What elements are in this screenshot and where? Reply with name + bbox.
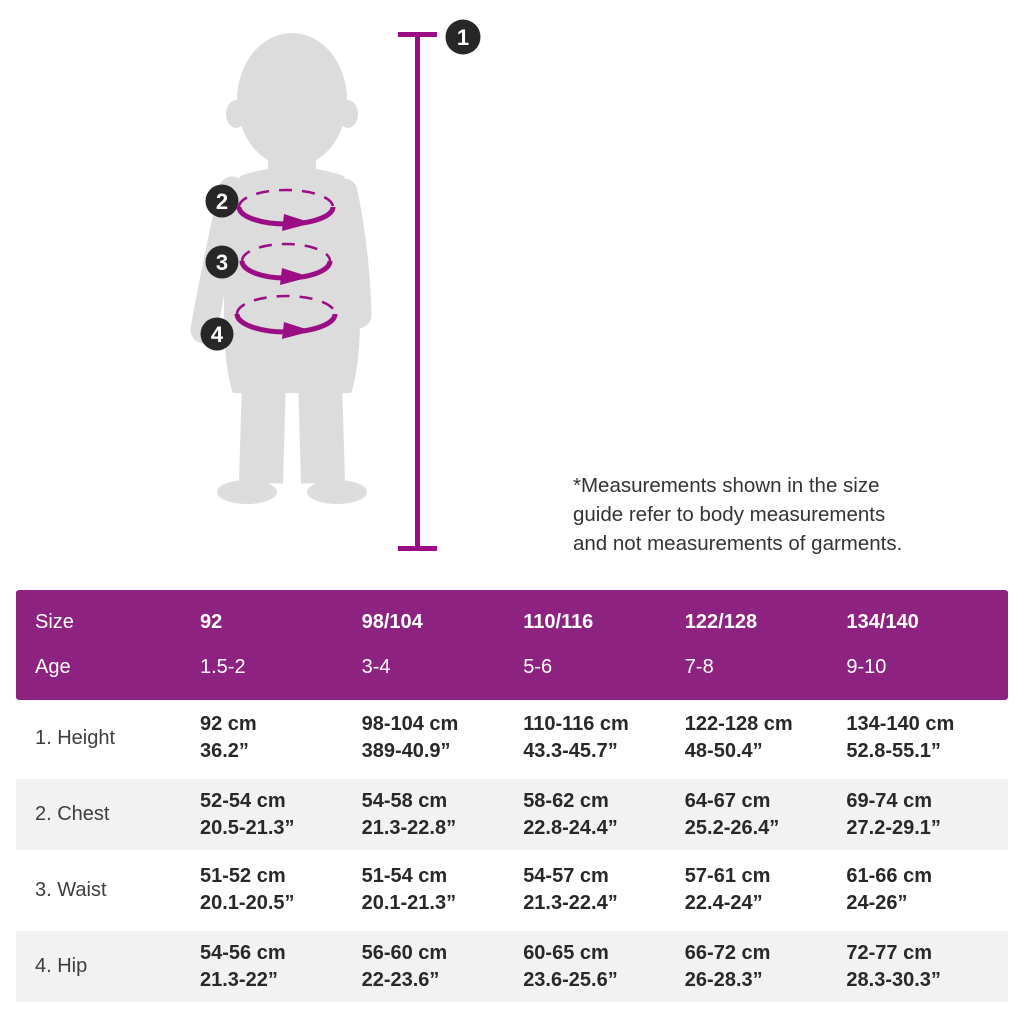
height-cell-92: 92 cm 36.2” [200,713,257,762]
marker-4-hip: 4 [200,317,234,351]
hip-cell-110-116: 60-65 cm 23.6-25.6” [523,941,618,991]
age-col-2: 3-4 [361,656,391,678]
size-col-122-128: 122/128 [684,611,758,633]
hip-cell-134-140: 72-77 cm 28.3-30.3” [846,941,941,991]
measurement-note: *Measurements shown in the size guide re… [573,471,973,558]
chest-cell-134-140: 69-74 cm 27.2-29.1” [846,789,941,839]
age-col-1: 1.5-2 [200,656,246,678]
size-col-110-116: 110/116 [523,611,594,633]
height-cell-134-140: 134-140 cm 52.8-55.1” [846,713,955,762]
measurement-diagram: 1 2 3 4 [190,19,481,551]
height-cell-110-116: 110-116 cm 43.3-45.7” [523,713,629,762]
chest-cell-92: 52-54 cm 20.5-21.3” [200,789,295,839]
table-row-waist: 3. Waist 51-52 cm 20.1-20.5” 51-54 cm 20.1… [16,852,1008,928]
waist-cell-98-104: 51-54 cm 20.1-21.3” [361,865,457,914]
table-row-height: 1. Height 92 cm 36.2” 98-104 cm 389-40.9” … [16,700,1008,776]
height-measure-line [398,32,437,551]
size-row-label: Size [35,611,74,633]
marker-1-height: 1 [445,19,481,55]
marker-3-waist: 3 [205,245,239,279]
table-header: Size 92 98/104 110/116 122/128 134/140 A… [16,590,1008,700]
waist-cell-92: 51-52 cm 20.1-20.5” [200,865,295,914]
height-cell-122-128: 122-128 cm 48-50.4” [684,713,793,762]
height-cell-98-104: 98-104 cm 389-40.9” [361,713,459,762]
size-col-92: 92 [200,611,223,633]
chest-cell-98-104: 54-58 cm 21.3-22.8” [361,789,457,839]
size-guide-table: Size 92 98/104 110/116 122/128 134/140 A… [16,590,1008,1004]
chest-cell-122-128: 64-67 cm 25.2-26.4” [684,789,780,839]
note-line-1: *Measurements shown in the size [573,474,880,497]
size-col-134-140: 134/140 [846,611,919,633]
hip-cell-92: 54-56 cm 21.3-22” [200,941,286,991]
svg-text:3: 3 [216,250,228,275]
size-col-98-104: 98/104 [361,611,423,633]
waist-cell-110-116: 54-57 cm 21.3-22.4” [523,865,618,914]
table-row-hip: 4. Hip 54-56 cm 21.3-22” 56-60 cm 22-23.6”… [16,928,1008,1004]
age-header-row: Age 1.5-2 3-4 5-6 7-8 9-10 [16,656,1008,679]
marker-2-chest: 2 [205,184,239,218]
waist-measure-ellipse [239,242,333,285]
chest-cell-110-116: 58-62 cm 22.8-24.4” [523,789,618,839]
size-header-row: Size 92 98/104 110/116 122/128 134/140 [16,611,1008,634]
age-col-4: 7-8 [684,656,714,678]
waist-cell-122-128: 57-61 cm 22.4-24” [684,865,771,914]
svg-text:2: 2 [216,189,228,214]
row-label-hip: 4. Hip [35,955,88,977]
age-col-3: 5-6 [523,656,553,678]
row-label-waist: 3. Waist [35,878,107,901]
row-label-chest: 2. Chest [35,803,110,825]
hip-measure-ellipse [234,294,338,339]
age-row-label: Age [35,656,71,678]
hip-cell-98-104: 56-60 cm 22-23.6” [361,941,448,991]
note-line-3: and not measurements of garments. [573,532,903,555]
svg-text:4: 4 [211,322,224,347]
svg-text:1: 1 [457,25,469,50]
table-row-chest: 2. Chest 52-54 cm 20.5-21.3” 54-58 cm 21.3… [16,776,1008,852]
row-label-height: 1. Height [35,726,116,749]
age-col-5: 9-10 [846,656,887,678]
waist-cell-134-140: 61-66 cm 24-26” [846,865,933,914]
note-line-2: guide refer to body measurements [573,503,886,526]
chest-measure-ellipse [236,188,336,231]
hip-cell-122-128: 66-72 cm 26-28.3” [684,941,771,991]
